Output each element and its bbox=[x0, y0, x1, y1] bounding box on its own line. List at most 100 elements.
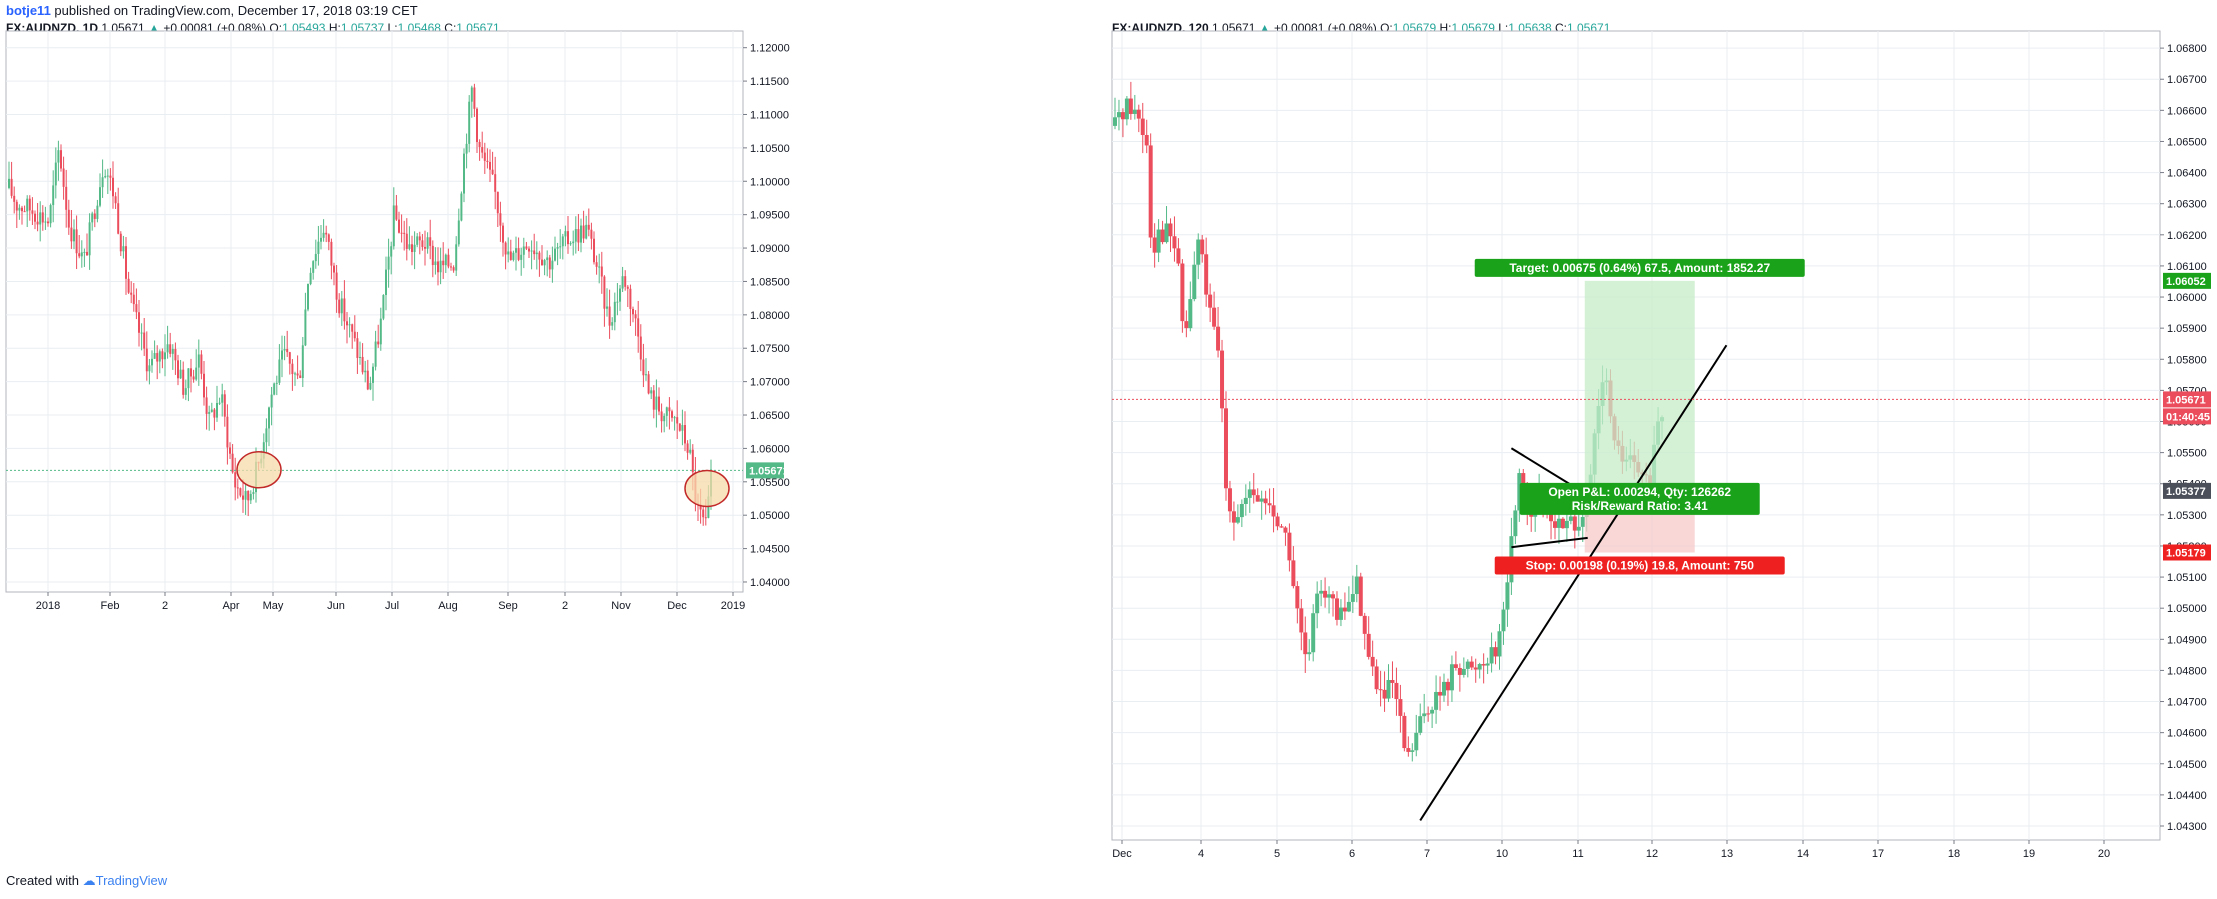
candle-up bbox=[1477, 664, 1482, 670]
candle-up bbox=[463, 153, 465, 194]
candle-down bbox=[639, 336, 642, 360]
trendline bbox=[1511, 536, 1588, 549]
candle-down bbox=[587, 224, 590, 230]
candle-up bbox=[1568, 516, 1573, 521]
candle-up bbox=[283, 349, 286, 351]
tradingview-brand[interactable]: TradingView bbox=[95, 873, 168, 888]
price-tick-label: 1.06000 bbox=[2167, 292, 2207, 304]
candle-down bbox=[504, 242, 507, 255]
countdown-label-box bbox=[2163, 408, 2211, 425]
candle-up bbox=[208, 411, 211, 414]
target-label: Target: 0.00675 (0.64%) 67.5, Amount: 18… bbox=[1509, 261, 1770, 275]
time-tick-label: Dec bbox=[667, 600, 687, 612]
candle-up bbox=[179, 369, 182, 379]
candle-down bbox=[582, 225, 585, 239]
candle-down bbox=[429, 237, 432, 246]
candle-down bbox=[1438, 691, 1443, 696]
price-tick-label: 1.06500 bbox=[750, 410, 790, 422]
candle-down bbox=[626, 286, 629, 289]
candle-up bbox=[166, 344, 169, 353]
candle-down bbox=[595, 262, 598, 267]
candle-up bbox=[359, 356, 361, 358]
candle-up bbox=[1247, 489, 1252, 498]
candle-down bbox=[1128, 98, 1133, 114]
time-tick-label: 19 bbox=[2023, 848, 2035, 860]
target-zone bbox=[1584, 280, 1695, 491]
candle-up bbox=[320, 237, 322, 242]
candle-down bbox=[671, 411, 673, 418]
candle-down bbox=[205, 397, 208, 414]
candle-down bbox=[132, 294, 135, 305]
target-price-label-box bbox=[2163, 272, 2211, 289]
candle-up bbox=[281, 350, 283, 360]
candle-up bbox=[613, 301, 616, 323]
candle-up bbox=[655, 396, 658, 410]
right-120m-chart[interactable]: 1.06800 1.06700 1.06600 1.06500 1.06400 1.063… bbox=[1111, 30, 2211, 860]
candle-up bbox=[158, 351, 161, 362]
candle-up bbox=[1113, 117, 1117, 126]
candle-down bbox=[629, 288, 632, 309]
candle-down bbox=[494, 174, 497, 192]
candle-up bbox=[1354, 576, 1359, 595]
candle-up bbox=[543, 260, 546, 266]
candle-down bbox=[421, 240, 424, 247]
candle-up bbox=[122, 246, 125, 252]
candle-down bbox=[499, 213, 502, 226]
left-change-arrow-icon: ▲ bbox=[148, 21, 160, 35]
price-tick-label: 1.04300 bbox=[2167, 821, 2207, 833]
price-tick-label: 1.05000 bbox=[2167, 603, 2207, 615]
time-tick-label: May bbox=[263, 600, 284, 612]
time-tick-label: 2 bbox=[562, 600, 568, 612]
candle-up bbox=[304, 309, 307, 346]
candle-down bbox=[1255, 495, 1260, 502]
last-price-label-box bbox=[2163, 391, 2211, 408]
candle-up bbox=[101, 177, 104, 188]
candle-up bbox=[468, 101, 471, 144]
candle-down bbox=[1168, 223, 1173, 237]
candle-down bbox=[634, 314, 637, 319]
time-tick-label: Nov bbox=[611, 600, 631, 612]
candle-down bbox=[642, 359, 645, 376]
plot-frame bbox=[5, 30, 744, 593]
candle-up bbox=[1319, 590, 1324, 594]
candle-up bbox=[1489, 647, 1494, 664]
candle-down bbox=[1469, 661, 1474, 668]
tradingview-logo-icon[interactable]: ☁ bbox=[82, 873, 96, 888]
candle-down bbox=[1378, 689, 1383, 691]
candle-up bbox=[385, 269, 387, 295]
candle-up bbox=[619, 288, 621, 302]
candle-up bbox=[39, 212, 42, 225]
candle-down bbox=[1303, 632, 1308, 655]
candle-up bbox=[1434, 691, 1439, 710]
price-tick-label: 1.08500 bbox=[750, 276, 790, 288]
candle-up bbox=[278, 359, 281, 383]
author-name[interactable]: botje11 bbox=[6, 3, 51, 18]
candle-down bbox=[450, 266, 452, 268]
left-daily-chart[interactable]: 1.12000 1.11500 1.11000 1.10500 1.10000 1.095… bbox=[5, 30, 790, 612]
price-tick-label: 1.05000 bbox=[750, 510, 790, 522]
candle-down bbox=[400, 232, 403, 234]
price-tick-label: 1.04400 bbox=[2167, 790, 2207, 802]
candle-up bbox=[673, 417, 676, 419]
price-tick-label: 1.06700 bbox=[2167, 74, 2207, 86]
candle-down bbox=[130, 292, 133, 295]
candle-up bbox=[195, 367, 198, 380]
candle-up bbox=[681, 425, 684, 431]
candle-down bbox=[502, 225, 504, 243]
candle-up bbox=[309, 272, 312, 285]
candle-down bbox=[590, 229, 593, 239]
candle-up bbox=[515, 248, 517, 253]
candle-down bbox=[1283, 527, 1288, 533]
candle-down bbox=[1295, 586, 1300, 609]
price-tick-label: 1.05300 bbox=[2167, 510, 2207, 522]
candle-down bbox=[62, 168, 65, 187]
candle-up bbox=[140, 332, 143, 334]
entry-price-label: 1.05377 bbox=[2166, 486, 2206, 498]
candle-down bbox=[1216, 326, 1221, 351]
candle-up bbox=[1576, 526, 1581, 531]
candle-up bbox=[621, 276, 624, 289]
candle-down bbox=[538, 252, 541, 260]
candle-down bbox=[330, 241, 333, 266]
candle-up bbox=[1564, 520, 1569, 529]
